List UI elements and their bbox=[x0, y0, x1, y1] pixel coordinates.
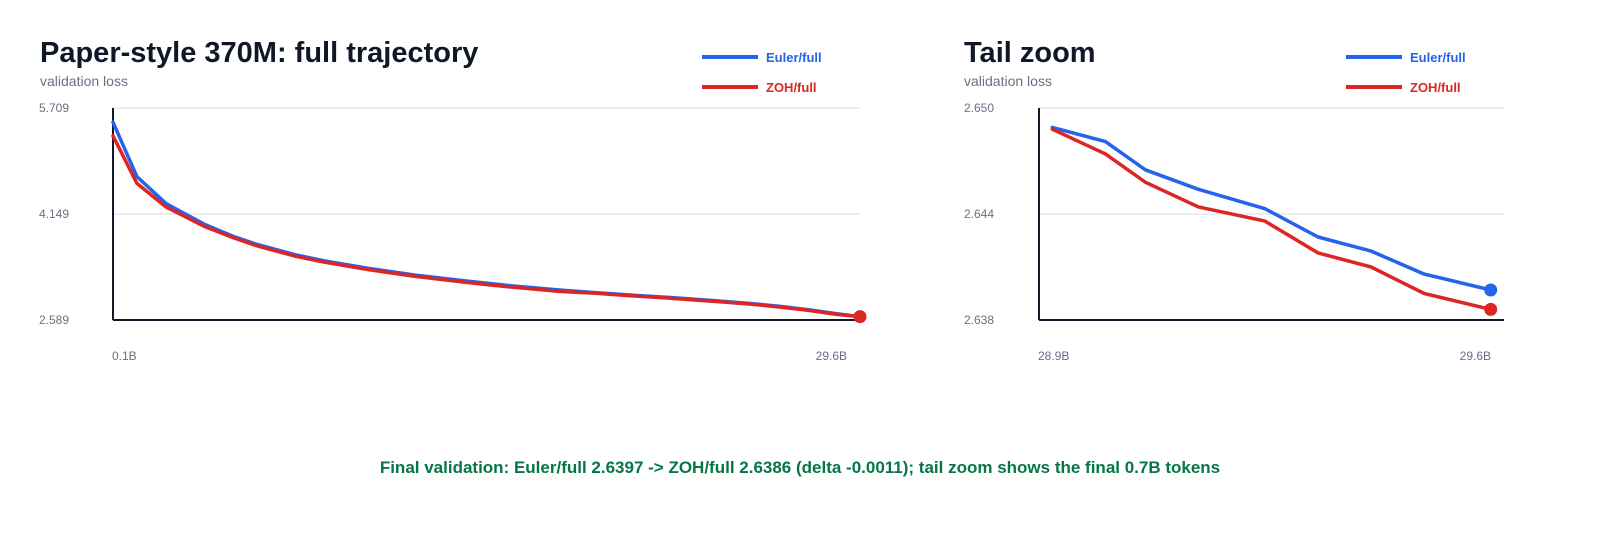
full-trajectory-chart: Paper-style 370M: full trajectory valida… bbox=[0, 0, 920, 400]
x-tick-label: 28.9B bbox=[1038, 349, 1069, 363]
series-line-zoh-full bbox=[111, 134, 862, 319]
chart-subtitle: validation loss bbox=[964, 73, 1052, 89]
chart-legend: Euler/full ZOH/full bbox=[1346, 42, 1486, 102]
legend-swatch bbox=[702, 55, 758, 59]
x-tick-label: 0.1B bbox=[112, 349, 137, 363]
legend-item-euler: Euler/full bbox=[1346, 42, 1486, 72]
summary-footer: Final validation: Euler/full 2.6397 -> Z… bbox=[379, 458, 1221, 477]
plot-area: 2.650 2.644 2.638 28.9B 29.6B bbox=[964, 101, 1504, 363]
plot-area: 5.709 4.149 2.589 0.1B 29.6B bbox=[39, 101, 867, 363]
legend-label: ZOH/full bbox=[1410, 79, 1461, 95]
y-tick-label: 5.709 bbox=[39, 101, 69, 115]
x-tick-label: 29.6B bbox=[816, 349, 847, 363]
chart-legend: Euler/full ZOH/full bbox=[702, 42, 842, 102]
y-tick-label: 2.650 bbox=[964, 101, 994, 115]
legend-swatch bbox=[1346, 55, 1402, 59]
series-line-zoh-full bbox=[1050, 127, 1493, 312]
series-line-euler-full bbox=[1050, 125, 1493, 292]
series-end-marker bbox=[853, 310, 867, 324]
legend-item-zoh: ZOH/full bbox=[702, 72, 842, 102]
chart-subtitle: validation loss bbox=[40, 73, 128, 89]
legend-swatch bbox=[702, 85, 758, 89]
legend-label: Euler/full bbox=[766, 49, 822, 65]
chart-title: Paper-style 370M: full trajectory bbox=[40, 37, 479, 69]
y-tick-label: 2.638 bbox=[964, 313, 994, 327]
legend-item-euler: Euler/full bbox=[702, 42, 842, 72]
legend-label: ZOH/full bbox=[766, 79, 817, 95]
legend-item-zoh: ZOH/full bbox=[1346, 72, 1486, 102]
series-end-marker bbox=[1484, 283, 1498, 297]
series-end-marker bbox=[1484, 302, 1498, 316]
x-tick-label: 29.6B bbox=[1460, 349, 1491, 363]
series-line-euler-full bbox=[111, 120, 862, 319]
tail-zoom-chart: Tail zoom validation loss Euler/full ZOH… bbox=[960, 0, 1580, 400]
y-tick-label: 2.589 bbox=[39, 313, 69, 327]
y-tick-label: 2.644 bbox=[964, 207, 994, 221]
y-tick-label: 4.149 bbox=[39, 207, 69, 221]
chart-title: Tail zoom bbox=[964, 37, 1096, 69]
legend-label: Euler/full bbox=[1410, 49, 1466, 65]
legend-swatch bbox=[1346, 85, 1402, 89]
